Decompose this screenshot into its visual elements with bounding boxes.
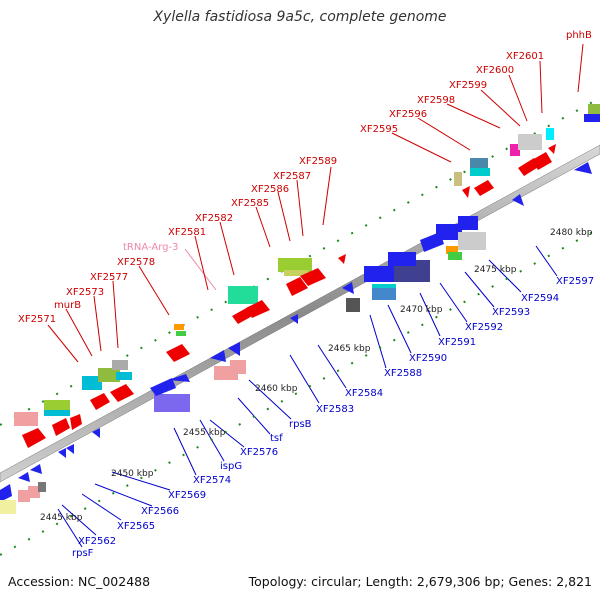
accession-text: Accession: NC_002488 xyxy=(8,574,151,589)
gene-label-reverse: XF2583 xyxy=(316,404,354,415)
gene-label-forward: XF2581 xyxy=(168,227,206,238)
gene-label-reverse: XF2590 xyxy=(409,353,447,364)
gene-label-forward: XF2598 xyxy=(417,95,455,106)
scale-label: 2450 kbp xyxy=(111,469,154,479)
gene-label-forward: tRNA-Arg-3 xyxy=(123,242,178,253)
genome-summary-text: Topology: circular; Length: 2,679,306 bp… xyxy=(248,574,592,589)
gene-label-forward: XF2601 xyxy=(506,51,544,62)
gene-label-reverse: XF2569 xyxy=(168,490,206,501)
map-title: Xylella fastidiosa 9a5c, complete genome xyxy=(153,9,447,25)
gene-label-forward: XF2573 xyxy=(66,287,104,298)
gene-label-forward: XF2578 xyxy=(117,257,155,268)
gene-label-reverse: XF2565 xyxy=(117,521,155,532)
gene-label-reverse: ispG xyxy=(220,461,242,472)
gene-label-forward: XF2577 xyxy=(90,272,128,283)
gene-label-reverse: rpsF xyxy=(72,548,94,559)
gene-label-reverse: XF2593 xyxy=(492,307,530,318)
scale-label: 2445 kbp xyxy=(40,513,83,523)
leader-lines xyxy=(47,43,584,548)
scale-label: 2480 kbp xyxy=(550,228,593,238)
gene-label-forward: murB xyxy=(54,300,81,311)
gene-label-forward: XF2595 xyxy=(360,124,398,135)
gene-label-reverse: XF2574 xyxy=(193,475,231,486)
gene-label-reverse: tsf xyxy=(270,433,283,444)
gene-label-forward: XF2586 xyxy=(251,184,289,195)
scale-label: 2460 kbp xyxy=(255,384,298,394)
gene-label-forward: phhB xyxy=(566,30,592,41)
gene-label-forward: XF2571 xyxy=(18,314,56,325)
gene-label-reverse: XF2588 xyxy=(384,368,422,379)
gene-label-reverse: XF2584 xyxy=(345,388,383,399)
gene-label-reverse: XF2597 xyxy=(556,276,594,287)
gene-label-forward: XF2596 xyxy=(389,109,427,120)
gene-label-forward: XF2600 xyxy=(476,65,514,76)
gene-label-reverse: XF2576 xyxy=(240,447,278,458)
forward-features xyxy=(14,104,600,448)
gene-label-reverse: XF2592 xyxy=(465,322,503,333)
scale-label: 2465 kbp xyxy=(328,344,371,354)
gene-label-reverse: rpsB xyxy=(289,419,312,430)
gene-label-forward: XF2599 xyxy=(449,80,487,91)
scale-label: 2470 kbp xyxy=(400,305,443,315)
gene-label-reverse: XF2566 xyxy=(141,506,179,517)
gene-label-reverse: XF2591 xyxy=(438,337,476,348)
gene-label-forward: XF2582 xyxy=(195,213,233,224)
gene-label-forward: XF2587 xyxy=(273,171,311,182)
reverse-features xyxy=(0,162,592,514)
scale-label: 2475 kbp xyxy=(474,265,517,275)
scale-labels: 2445 kbp 2450 kbp 2455 kbp 2460 kbp 2465 kbp… xyxy=(40,228,593,523)
gene-label-reverse: XF2594 xyxy=(521,293,559,304)
top-strand-labels: XF2571 murB XF2573 XF2577 XF2578 tRNA-Arg-3 XF… xyxy=(18,30,592,325)
gene-label-forward: XF2585 xyxy=(231,198,269,209)
gene-label-reverse: XF2562 xyxy=(78,536,116,547)
gene-label-forward: XF2589 xyxy=(299,156,337,167)
scale-label: 2455 kbp xyxy=(183,428,226,438)
